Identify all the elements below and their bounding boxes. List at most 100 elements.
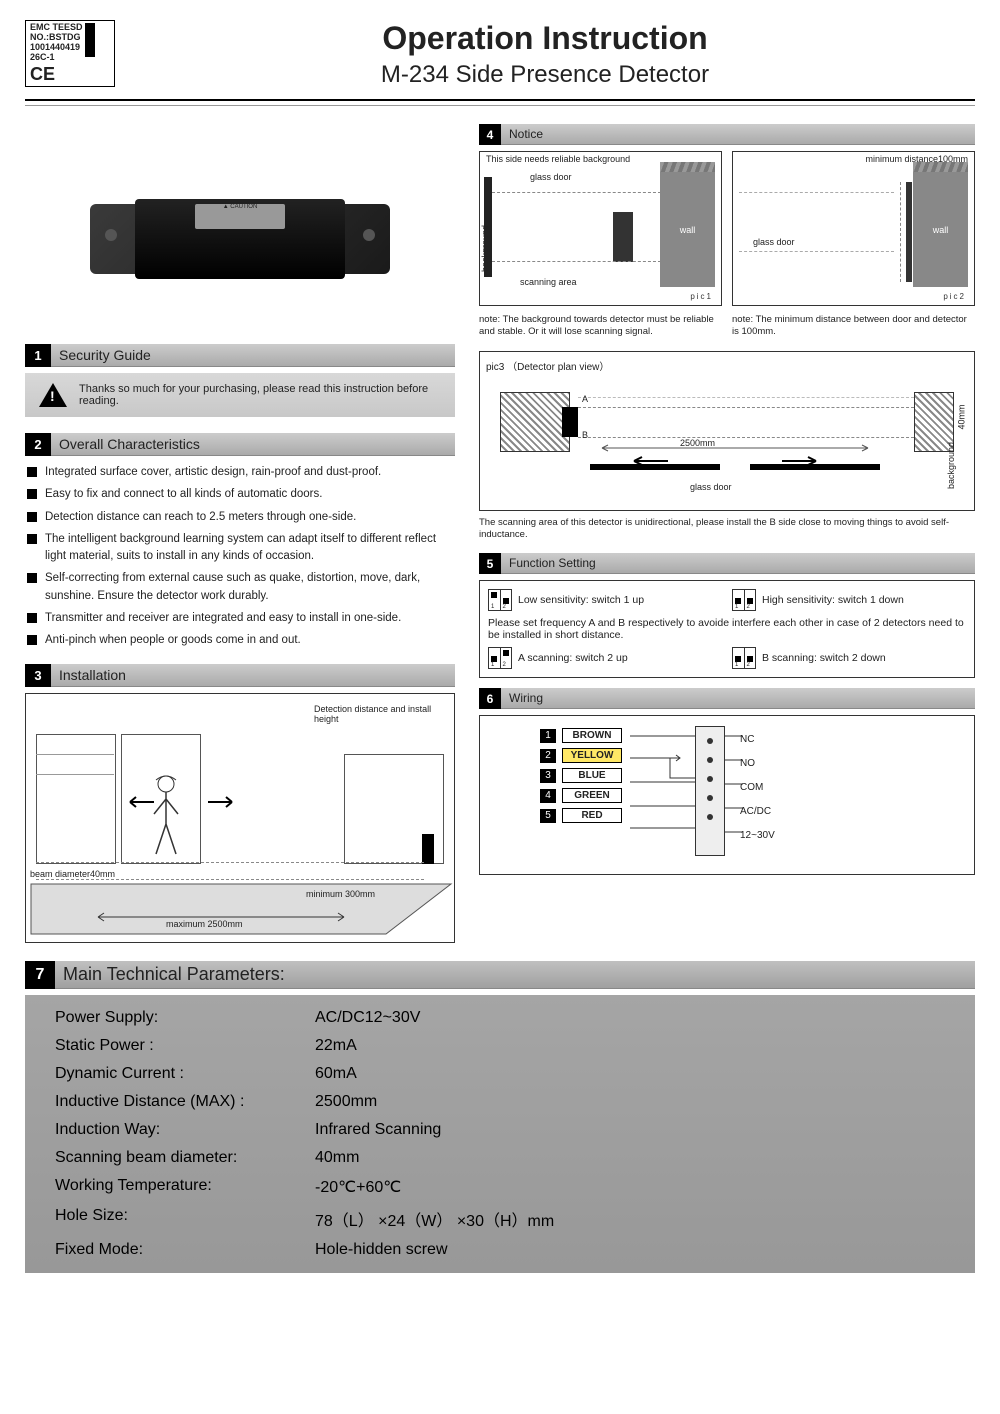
list-item: Transmitter and receiver are integrated … [25, 610, 455, 627]
cert-bar [85, 23, 95, 57]
wire-num: 2 [540, 749, 556, 763]
section-number: 5 [479, 553, 501, 574]
certification-box: EMC TEESD NO.:BSTDG 1001440419 26C-1 CE [25, 20, 115, 87]
diagram-text: glass door [530, 172, 572, 182]
terminal-label: AC/DC [740, 800, 775, 824]
pic3-note: The scanning area of this detector is un… [479, 517, 975, 542]
terminal-block [695, 726, 725, 856]
section-header-6: 6 Wiring [479, 688, 975, 709]
param-label: Dynamic Current : [55, 1065, 315, 1083]
product-image: ▲ CAUTION [90, 164, 390, 314]
setting-note: Please set frequency A and B respectivel… [488, 617, 966, 641]
section-number: 3 [25, 664, 51, 687]
wire-num: 4 [540, 789, 556, 803]
param-value: 60mA [315, 1065, 357, 1083]
section-header-2: 2 Overall Characteristics [25, 433, 455, 456]
installation-diagram: Detection distance and install height [25, 693, 455, 943]
param-value: Infrared Scanning [315, 1121, 441, 1139]
terminal-label: 12~30V [740, 824, 775, 848]
bg-label: background [946, 442, 956, 489]
param-value: -20℃+60℃ [315, 1177, 401, 1197]
wire-color: YELLOW [562, 748, 622, 763]
section-header-4: 4 Notice [479, 124, 975, 145]
wire-num: 1 [540, 729, 556, 743]
terminal-label: COM [740, 776, 775, 800]
terminal-label: NC [740, 728, 775, 752]
wire-color: BLUE [562, 768, 622, 783]
dip-switch-icon: 12 [732, 589, 756, 611]
beam-label: beam diameter40mm [30, 869, 115, 879]
parameters-table: Power Supply:AC/DC12~30V Static Power :2… [25, 995, 975, 1273]
note-text: note: The minimum distance between door … [732, 314, 975, 339]
page-title: Operation Instruction [115, 20, 975, 57]
list-item: Detection distance can reach to 2.5 mete… [25, 509, 455, 526]
characteristics-list: Integrated surface cover, artistic desig… [25, 462, 455, 664]
section-title: Installation [51, 664, 455, 687]
list-item: Anti-pinch when people or goods come in … [25, 632, 455, 649]
section-number: 6 [479, 688, 501, 709]
param-value: 40mm [315, 1149, 359, 1167]
diagram-text: glass door [753, 237, 795, 247]
warning-icon [39, 383, 67, 407]
section-title: Function Setting [501, 553, 975, 574]
glass-label: glass door [690, 482, 732, 492]
dip-switch-icon: 12 [488, 589, 512, 611]
section-number: 7 [25, 961, 55, 989]
section-title: Security Guide [51, 344, 455, 367]
param-label: Scanning beam diameter: [55, 1149, 315, 1167]
notice-text: Thanks so much for your purchasing, plea… [79, 383, 441, 407]
list-item: The intelligent background learning syst… [25, 531, 455, 566]
pic-label: pic2 [943, 292, 966, 301]
setting-label: A scanning: switch 2 up [518, 652, 628, 664]
hr [25, 105, 975, 106]
wire-color: BROWN [562, 728, 622, 743]
min-label: minimum 300mm [306, 889, 375, 899]
section-title: Main Technical Parameters: [55, 961, 975, 989]
param-value: 78（L） ×24（W） ×30（H）mm [315, 1207, 554, 1231]
param-label: Working Temperature: [55, 1177, 315, 1197]
terminal-label: NO [740, 752, 775, 776]
list-item: Self-correcting from external cause such… [25, 570, 455, 605]
param-label: Static Power : [55, 1037, 315, 1055]
section-header-7: 7 Main Technical Parameters: [25, 961, 975, 989]
wire-num: 3 [540, 769, 556, 783]
section-header-3: 3 Installation [25, 664, 455, 687]
section-header-1: 1 Security Guide [25, 344, 455, 367]
page-subtitle: M-234 Side Presence Detector [115, 61, 975, 89]
label-a: A [582, 394, 588, 404]
diagram-text: background [480, 225, 490, 272]
hr [25, 99, 975, 101]
param-label: Hole Size: [55, 1207, 315, 1231]
section-title: Overall Characteristics [51, 433, 455, 456]
note-text: note: The background towards detector mu… [479, 314, 722, 339]
section-number: 4 [479, 124, 501, 145]
setting-label: Low sensitivity: switch 1 up [518, 594, 644, 606]
param-label: Fixed Mode: [55, 1241, 315, 1259]
dip-switch-icon: 12 [488, 647, 512, 669]
section-number: 2 [25, 433, 51, 456]
setting-label: B scanning: switch 2 down [762, 652, 886, 664]
section-header-5: 5 Function Setting [479, 553, 975, 574]
wall-label: wall [680, 225, 696, 235]
param-value: Hole-hidden screw [315, 1241, 448, 1259]
list-item: Easy to fix and connect to all kinds of … [25, 486, 455, 503]
wire-num: 5 [540, 809, 556, 823]
ce-mark: CE [30, 65, 110, 85]
diagram-title: pic3 （Detector plan view） [486, 358, 968, 373]
person-icon [146, 774, 186, 864]
diagram-pic3: pic3 （Detector plan view） A B 2500mm 40m… [479, 351, 975, 511]
function-settings: 12 Low sensitivity: switch 1 up 12 High se… [479, 580, 975, 678]
section-number: 1 [25, 344, 51, 367]
height-label: 40mm [956, 404, 966, 429]
wall-label: wall [933, 225, 949, 235]
page-header: EMC TEESD NO.:BSTDG 1001440419 26C-1 CE … [25, 20, 975, 89]
section-title: Wiring [501, 688, 975, 709]
section-title: Notice [501, 124, 975, 145]
param-value: 22mA [315, 1037, 357, 1055]
setting-label: High sensitivity: switch 1 down [762, 594, 904, 606]
diagram-pic2: minimum distance100mm wall glass door pi… [732, 151, 975, 306]
param-value: AC/DC12~30V [315, 1009, 420, 1027]
wiring-diagram: 1BROWN 2YELLOW 3BLUE 4GREEN 5RED N [479, 715, 975, 875]
param-value: 2500mm [315, 1093, 377, 1111]
param-label: Induction Way: [55, 1121, 315, 1139]
